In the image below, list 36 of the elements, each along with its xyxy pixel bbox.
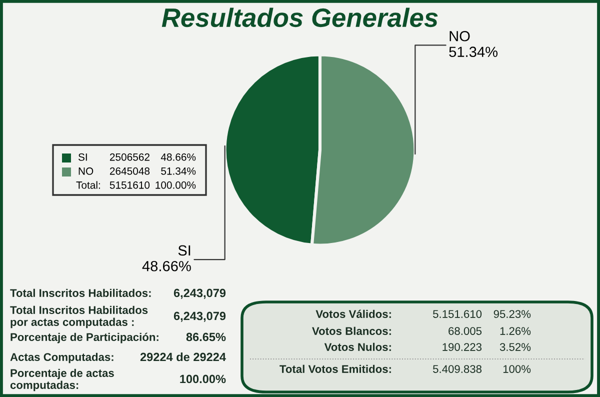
- text: 5.151.610: [433, 310, 482, 318]
- text: Total Votos Emitidos:: [280, 364, 391, 373]
- text: 5151610: [110, 181, 150, 189]
- text: Votos Blancos:: [312, 326, 391, 335]
- text: 51.34%: [161, 167, 196, 175]
- text: 2645048: [110, 167, 150, 175]
- text: Votos Válidos:: [316, 310, 391, 318]
- text: 68.005: [448, 327, 482, 335]
- text: 3.52%: [500, 343, 531, 351]
- data-label: 51.34%: [449, 46, 498, 58]
- text: Porcentaje de Participación:: [10, 332, 158, 344]
- slice-label: SI: [178, 245, 190, 256]
- text: 2506562: [110, 153, 150, 161]
- text: 100.00%: [156, 181, 196, 189]
- text: 190.223: [442, 343, 482, 351]
- text: 86.65%: [186, 332, 226, 342]
- text: Total:: [76, 181, 100, 189]
- legend-label: SI: [78, 153, 87, 161]
- chart-title: Resultados Generales: [162, 8, 438, 28]
- text: Votos Nulos:: [324, 342, 391, 351]
- text: Total Inscritos Habilitados:: [10, 288, 151, 297]
- text: 100.00%: [180, 374, 226, 384]
- slice-label: NO: [450, 30, 470, 42]
- text: Porcentaje de actas computadas:: [10, 368, 114, 392]
- data-label: 48.66%: [142, 260, 191, 272]
- text: Actas Computadas:: [10, 352, 114, 364]
- text: 48.66%: [160, 153, 196, 161]
- legend-label: NO: [78, 167, 94, 175]
- text: Total Inscritos Habilitados por actas computadas :: [10, 306, 148, 328]
- text: 1.26%: [500, 327, 531, 335]
- text: 6,243,079: [174, 312, 226, 322]
- text: 95.23%: [494, 310, 531, 318]
- text: 5.409.838: [433, 365, 482, 373]
- text: 29224 de 29224: [140, 352, 226, 362]
- text: 100%: [503, 365, 531, 373]
- text: 6,243,079: [174, 288, 226, 299]
